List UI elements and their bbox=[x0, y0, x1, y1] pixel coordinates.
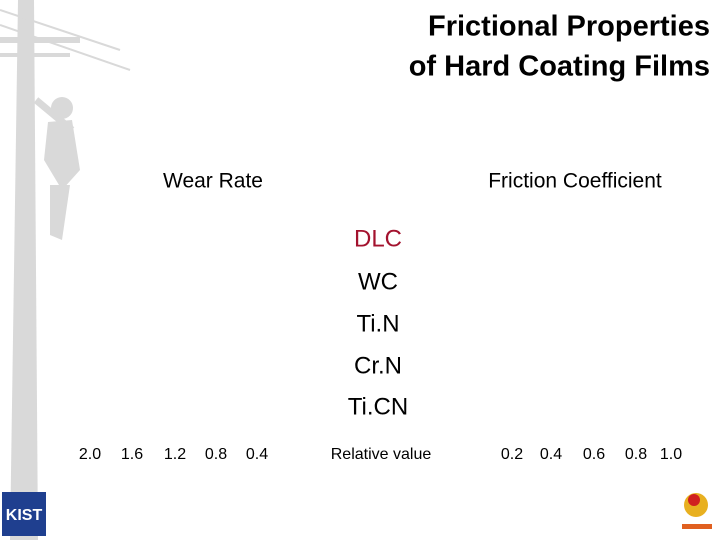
material-label: WC bbox=[358, 268, 398, 295]
lineman-silhouette bbox=[0, 0, 131, 540]
material-label: Ti.N bbox=[356, 310, 399, 337]
right-tick-label: 0.2 bbox=[501, 446, 523, 463]
right-tick-label: 0.4 bbox=[540, 446, 562, 463]
title-line: of Hard Coating Films bbox=[409, 51, 710, 83]
mascot-logo bbox=[682, 493, 712, 529]
right-axis-label: Friction Coefficient bbox=[488, 170, 662, 193]
title-line: Frictional Properties bbox=[428, 11, 710, 43]
material-label: Cr.N bbox=[354, 352, 402, 379]
left-tick-label: 0.8 bbox=[205, 446, 227, 463]
right-tick-label: 0.6 bbox=[583, 446, 605, 463]
logo-text: KIST bbox=[6, 507, 43, 524]
material-label: DLC bbox=[354, 225, 402, 252]
right-tick-label: 1.0 bbox=[660, 446, 682, 463]
left-tick-label: 0.4 bbox=[246, 446, 268, 463]
left-tick-label: 1.6 bbox=[121, 446, 143, 463]
material-label: Ti.CN bbox=[348, 393, 408, 420]
left-tick-label: 1.2 bbox=[164, 446, 186, 463]
logo-box bbox=[2, 492, 46, 536]
left-axis-label: Wear Rate bbox=[163, 170, 263, 193]
right-tick-label: 0.8 bbox=[625, 446, 647, 463]
kist-logo: KIST bbox=[2, 492, 46, 536]
center-label: Relative value bbox=[331, 446, 432, 463]
left-tick-label: 2.0 bbox=[79, 446, 101, 463]
